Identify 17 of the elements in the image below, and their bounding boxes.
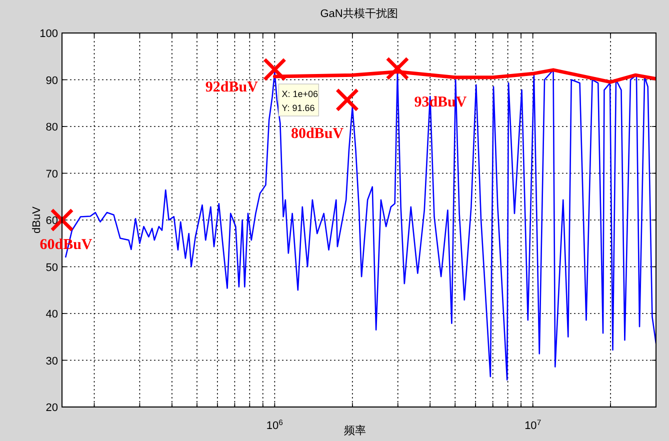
annotation: 92dBuV — [205, 79, 258, 96]
y-tick-label: 100 — [40, 28, 58, 40]
y-tick-label: 20 — [46, 402, 58, 414]
annotation: 80dBuV — [290, 126, 344, 142]
y-tick-label: 60 — [46, 215, 58, 227]
y-tick-label: 50 — [46, 262, 58, 274]
x-tick-label: 10$^{6}$ — [266, 418, 283, 432]
y-tick-label: 80 — [46, 122, 58, 134]
y-tick-label: 40 — [46, 308, 58, 320]
y-tick-label: 90 — [46, 74, 58, 87]
y-tick-label: 30 — [46, 355, 58, 368]
y-axis-title: dBuV — [31, 206, 43, 234]
chart-title: GaN共模干扰图 — [320, 7, 398, 20]
x-axis-title: 频率 — [344, 424, 366, 437]
annotation: X: 1e+06 Y: 91.66 — [282, 88, 318, 113]
x-tick-label: 10$^{7}$ — [524, 418, 542, 432]
y-tick-label: 70 — [46, 168, 58, 180]
